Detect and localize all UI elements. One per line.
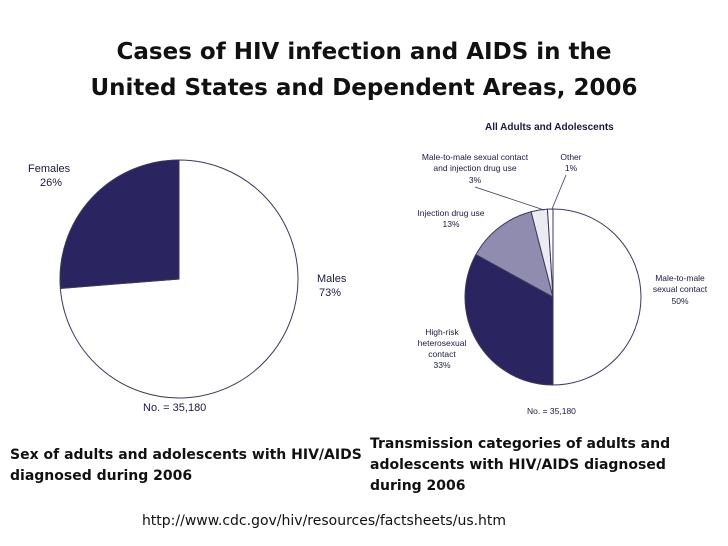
transmission-pie-chart bbox=[464, 208, 642, 386]
pie-slice-females bbox=[59, 159, 180, 289]
right-pie-title: All Adults and Adolescents bbox=[485, 122, 614, 133]
hetero-label-line2: heterosexual bbox=[418, 338, 467, 348]
title-line-1: Cases of HIV infection and AIDS in the bbox=[116, 39, 612, 65]
pie-slice-msm bbox=[552, 208, 642, 386]
sex-pie-count-note: No. = 35,180 bbox=[143, 402, 206, 414]
pie-slice-idu bbox=[475, 211, 554, 298]
transmission-pie-count-note: No. = 35,180 bbox=[527, 406, 576, 416]
females-value-label: 26% bbox=[40, 177, 62, 189]
females-label: Females bbox=[28, 163, 71, 175]
males-value-label: 73% bbox=[319, 287, 341, 299]
title-line-2: United States and Dependent Areas, 2006 bbox=[90, 75, 638, 101]
hetero-label-line3: contact bbox=[428, 349, 456, 359]
idu-label: Injection drug use bbox=[417, 208, 484, 218]
other-label: Other bbox=[560, 152, 581, 162]
other-value-label: 1% bbox=[565, 163, 578, 173]
msm-value-label: 50% bbox=[671, 296, 688, 306]
leader-line-msm-idu bbox=[474, 186, 545, 211]
msm-label-line1: Male-to-male bbox=[655, 273, 705, 283]
sex-pie-caption: Sex of adults and adolescents with HIV/A… bbox=[10, 447, 362, 484]
msm-idu-value-label: 3% bbox=[469, 175, 482, 185]
leader-line-other bbox=[551, 174, 567, 210]
sex-pie-chart bbox=[59, 159, 299, 399]
pie-slice-other bbox=[546, 208, 554, 298]
idu-value-label: 13% bbox=[442, 219, 459, 229]
msm-label-line2: sexual contact bbox=[653, 284, 708, 294]
slide-title: Cases of HIV infection and AIDS in the U… bbox=[0, 34, 728, 106]
msm-idu-label-line1: Male-to-male sexual contact bbox=[422, 152, 529, 162]
hetero-label-line1: High-risk bbox=[425, 327, 459, 337]
hetero-value-label: 33% bbox=[433, 360, 450, 370]
source-url: http://www.cdc.gov/hiv/resources/factshe… bbox=[141, 513, 507, 529]
pie-slice-heterosexual bbox=[464, 253, 554, 386]
males-label: Males bbox=[317, 273, 347, 285]
transmission-pie-caption: Transmission categories of adults and ad… bbox=[370, 436, 671, 494]
msm-idu-label-line2: and injection drug use bbox=[433, 163, 516, 173]
